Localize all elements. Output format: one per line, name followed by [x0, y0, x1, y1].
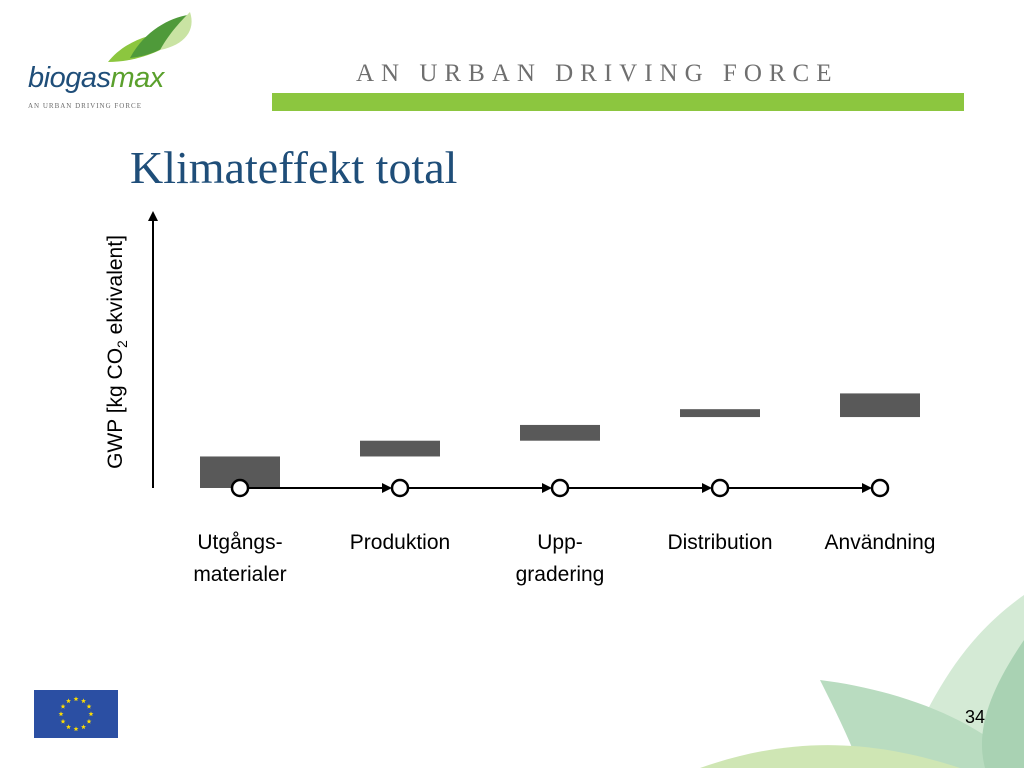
bar-3: [520, 424, 600, 441]
biogasmax-logo: biogasmax AN URBAN DRIVING FORCE: [20, 10, 200, 120]
header-tagline: AN URBAN DRIVING FORCE: [356, 60, 839, 87]
header-accent-bar: [272, 93, 964, 111]
process-node-5: [870, 478, 890, 498]
y-axis-label: GWP [kg CO2 ekvivalent]: [103, 235, 131, 469]
page-number: 34: [965, 707, 986, 727]
logo-subtitle: AN URBAN DRIVING FORCE: [28, 102, 142, 110]
category-label-3: Upp-gradering: [516, 531, 605, 586]
eu-flag-icon: [34, 690, 118, 738]
category-label-4: Distribution: [667, 531, 772, 554]
category-label-2: Produktion: [350, 531, 450, 554]
category-label-5: Användning: [825, 531, 936, 554]
bar-5: [840, 393, 920, 418]
process-node-1: [230, 478, 250, 498]
bar-4: [680, 409, 760, 418]
category-label-1: Utgångs-materialer: [193, 531, 286, 586]
process-node-2: [390, 478, 410, 498]
process-node-3: [550, 478, 570, 498]
slide-title: Klimateffekt total: [130, 142, 458, 193]
leaf-icon: [108, 12, 192, 62]
process-node-4: [710, 478, 730, 498]
logo-wordmark: biogasmax: [28, 62, 164, 94]
bar-2: [360, 440, 440, 457]
